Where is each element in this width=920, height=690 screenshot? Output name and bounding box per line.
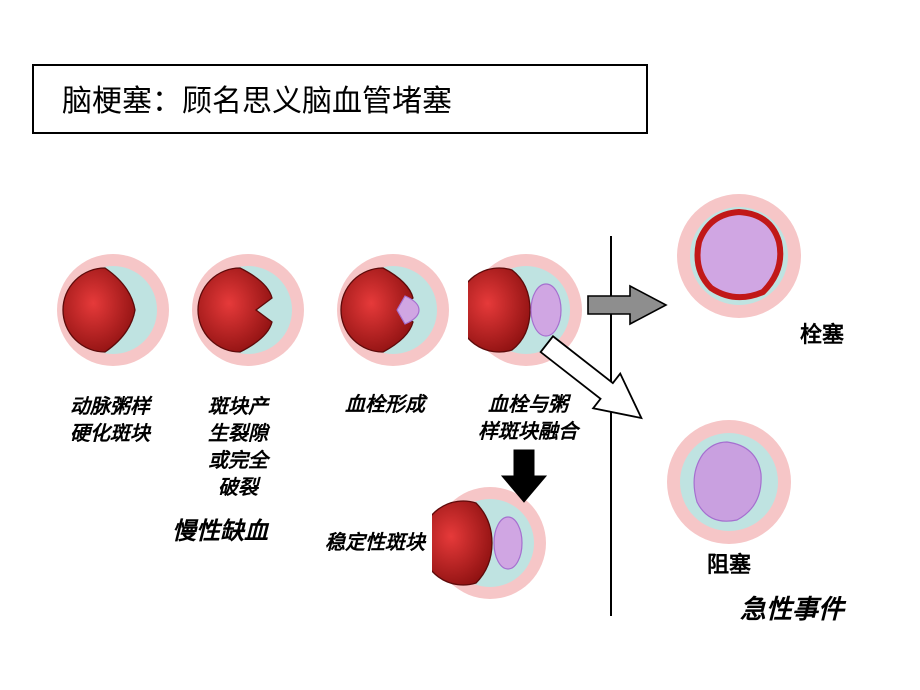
title-box: 脑梗塞：顾名思义脑血管堵塞 [32,64,648,134]
cell-stage1 [55,252,171,368]
cell-stage3 [335,252,451,368]
cell-stage2 [190,252,306,368]
cell-embolus [675,192,803,320]
label-stable: 稳定性斑块 [325,530,425,557]
cell-occlusion [665,418,793,546]
diagram-stage: 脑梗塞：顾名思义脑血管堵塞 [0,0,920,690]
label-embolus: 栓塞 [800,320,844,350]
label-stage3: 血栓形成 [345,392,425,419]
label-stage4: 血栓与粥 样斑块融合 [478,392,578,446]
label-stage1: 动脉粥样 硬化斑块 [70,394,150,448]
arrow-grey [586,284,670,326]
label-chronic: 慢性缺血 [172,516,268,548]
label-acute: 急性事件 [740,592,844,627]
title-text: 脑梗塞：顾名思义脑血管堵塞 [62,76,618,120]
label-stage2: 斑块产 生裂隙 或完全 破裂 [208,394,268,502]
arrow-black-down [500,448,548,506]
label-occlusion: 阻塞 [707,550,751,580]
